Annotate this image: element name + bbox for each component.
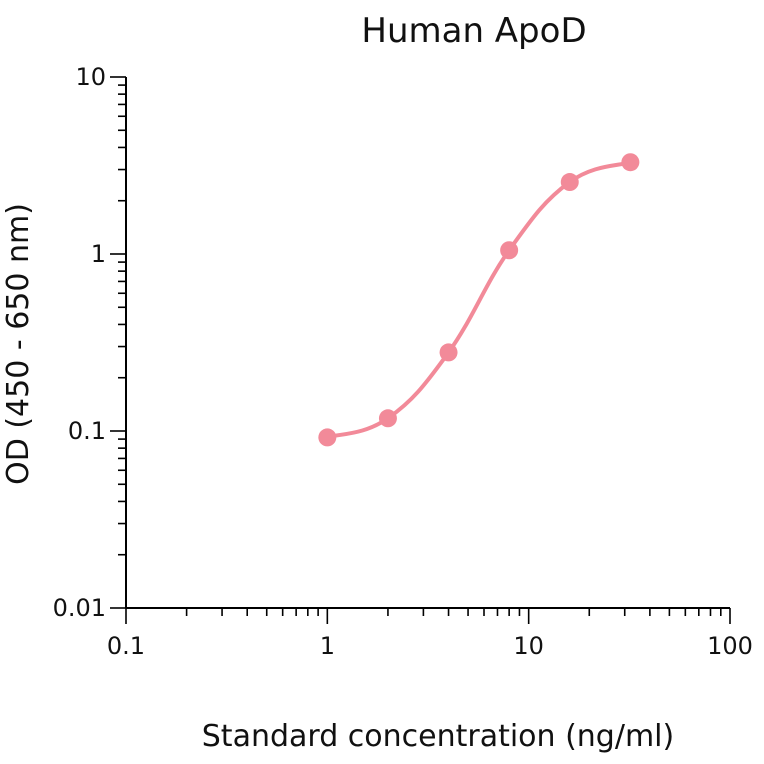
x-tick-label: 0.1 bbox=[107, 632, 145, 660]
y-axis: 0.01 0.1 1 10 bbox=[53, 63, 126, 622]
data-point bbox=[500, 241, 519, 260]
data-point bbox=[318, 428, 337, 447]
data-point bbox=[560, 173, 579, 192]
data-points bbox=[318, 153, 640, 447]
x-tick-label: 100 bbox=[707, 632, 753, 660]
fit-curve bbox=[325, 160, 633, 440]
chart-title: Human ApoD bbox=[361, 11, 586, 51]
y-axis-title: OD (450 - 650 nm) bbox=[1, 203, 36, 485]
x-tick-label: 10 bbox=[513, 632, 544, 660]
y-tick-label: 1 bbox=[91, 240, 106, 268]
y-tick-label: 0.01 bbox=[53, 594, 106, 622]
x-tick-label: 1 bbox=[320, 632, 335, 660]
x-axis: 0.1 1 10 100 bbox=[107, 608, 753, 660]
y-tick-label: 10 bbox=[75, 63, 106, 91]
y-tick-label: 0.1 bbox=[68, 417, 106, 445]
data-point bbox=[439, 343, 458, 362]
x-axis-title: Standard concentration (ng/ml) bbox=[202, 719, 674, 754]
data-point bbox=[378, 409, 397, 428]
data-point bbox=[621, 153, 640, 172]
